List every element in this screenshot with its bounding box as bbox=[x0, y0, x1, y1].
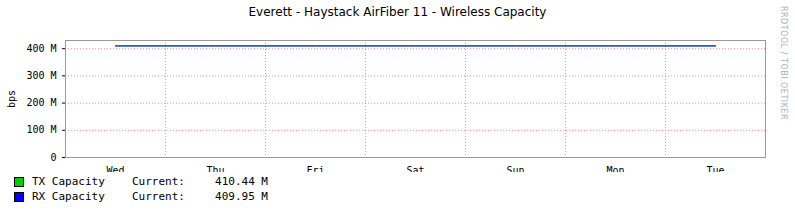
html-text:RRDTOOL / TOBI OETIKER: RRDTOOL / TOBI OETIKER bbox=[779, 6, 788, 120]
html-text:410.44 M: 410.44 M bbox=[215, 175, 268, 188]
html-text:409.95 M: 409.95 M bbox=[215, 190, 268, 203]
svg-text:bps: bps bbox=[6, 90, 17, 108]
svg-text:Sat: Sat bbox=[406, 165, 424, 172]
html-text:Current:: Current: bbox=[132, 175, 185, 188]
html-text:TX Capacity: TX Capacity bbox=[32, 175, 105, 188]
svg-text:Wed: Wed bbox=[106, 165, 124, 172]
svg-text:Thu: Thu bbox=[206, 165, 224, 172]
svg-text:100 M: 100 M bbox=[26, 124, 56, 135]
svg-text:Tue: Tue bbox=[706, 165, 724, 172]
svg-text:0: 0 bbox=[50, 152, 56, 163]
svg-text:Mon: Mon bbox=[606, 165, 624, 172]
svg-text:Fri: Fri bbox=[306, 165, 324, 172]
svg-text:400 M: 400 M bbox=[26, 43, 56, 54]
html-text:Current:: Current: bbox=[132, 190, 185, 203]
svg-text:Sun: Sun bbox=[506, 165, 524, 172]
html-text:RX Capacity: RX Capacity bbox=[32, 190, 105, 203]
svg-text:200 M: 200 M bbox=[26, 97, 56, 108]
html-text:Everett - Haystack AirFiber 11: Everett - Haystack AirFiber 11 - Wireles… bbox=[248, 5, 547, 19]
svg-text:300 M: 300 M bbox=[26, 70, 56, 81]
